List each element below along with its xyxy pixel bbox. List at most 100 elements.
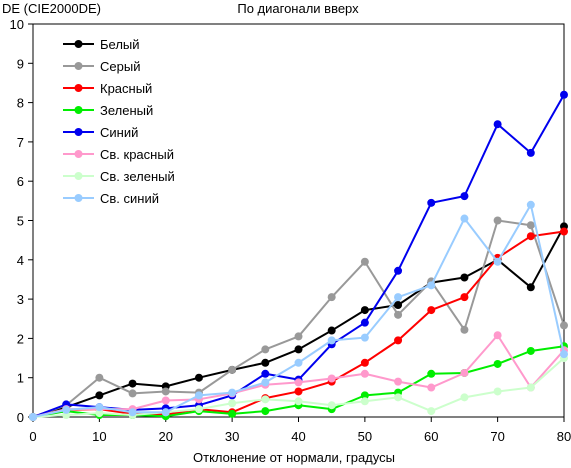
series-8-point xyxy=(560,350,568,359)
series-7-point xyxy=(460,393,469,402)
series-2-point xyxy=(526,221,535,230)
series-1-point xyxy=(294,345,303,354)
y-tick-label: 10 xyxy=(10,17,24,32)
series-7-point xyxy=(194,405,203,414)
y-axis-label: DE (CIE2000DE) xyxy=(2,1,101,16)
y-tick-label: 0 xyxy=(17,410,24,425)
y-tick-label: 3 xyxy=(17,292,24,307)
legend-swatch-marker xyxy=(74,128,83,136)
y-tick-label: 4 xyxy=(17,253,24,268)
series-2-point xyxy=(493,216,502,225)
series-2-point xyxy=(460,325,469,334)
y-tick-label: 7 xyxy=(17,135,24,150)
series-3-point xyxy=(294,387,303,396)
series-layer xyxy=(29,90,568,421)
series-4-point xyxy=(261,407,270,416)
series-2 xyxy=(29,216,568,421)
series-7-point xyxy=(394,393,403,402)
series-5-point xyxy=(560,90,568,99)
x-tick-label: 60 xyxy=(424,429,438,444)
legend-swatch-marker xyxy=(74,194,83,202)
series-1-point xyxy=(95,391,104,400)
series-2-point xyxy=(261,345,270,354)
series-8-point xyxy=(294,358,303,367)
series-1-point xyxy=(460,273,469,282)
legend-item: Красный xyxy=(63,81,152,96)
series-3-point xyxy=(394,336,403,345)
x-tick-label: 70 xyxy=(490,429,504,444)
series-2-point xyxy=(161,387,170,396)
series-8-point xyxy=(493,257,502,266)
series-5-point xyxy=(394,266,403,275)
series-3-point xyxy=(560,227,568,236)
series-7-point xyxy=(294,397,303,406)
series-8-point xyxy=(327,336,336,345)
series-4-point xyxy=(360,391,369,400)
series-7-point xyxy=(360,397,369,406)
x-tick-label: 20 xyxy=(159,429,173,444)
y-tick-label: 1 xyxy=(17,371,24,386)
series-8-point xyxy=(427,281,436,290)
legend-swatch-marker xyxy=(74,84,83,92)
legend-label: Синий xyxy=(100,125,138,140)
legend-item: Синий xyxy=(63,125,138,140)
legend-label: Зеленый xyxy=(100,103,153,118)
series-4-point xyxy=(526,346,535,355)
legend-label: Св. зеленый xyxy=(100,169,175,184)
legend-box xyxy=(59,30,204,210)
series-8-point xyxy=(460,214,469,223)
legend: Белый Серый Красный Зеленый Синий Св. красный… xyxy=(59,30,204,210)
y-tick-label: 8 xyxy=(17,96,24,111)
y-tick-label: 6 xyxy=(17,174,24,189)
series-8-point xyxy=(360,333,369,342)
series-2-point xyxy=(95,373,104,382)
series-5-point xyxy=(460,192,469,201)
series-2-point xyxy=(128,389,137,398)
series-1-point xyxy=(261,358,270,367)
series-7-point xyxy=(261,395,270,404)
series-8-point xyxy=(394,293,403,302)
series-8 xyxy=(29,200,568,421)
legend-swatch-marker xyxy=(74,62,83,70)
legend-item: Св. зеленый xyxy=(63,169,175,184)
series-8-point xyxy=(128,408,137,417)
x-tick-label: 0 xyxy=(29,429,36,444)
legend-swatch-marker xyxy=(74,106,83,114)
legend-label: Серый xyxy=(100,59,140,74)
y-tick-label: 5 xyxy=(17,214,24,229)
series-2-point xyxy=(294,332,303,341)
series-7-point xyxy=(427,407,436,416)
series-1-point xyxy=(526,283,535,292)
series-6-point xyxy=(394,377,403,386)
legend-label: Св. синий xyxy=(100,191,159,206)
series-2-point xyxy=(360,257,369,266)
series-1-point xyxy=(327,326,336,335)
series-8-point xyxy=(161,408,170,417)
series-2-point xyxy=(560,321,568,330)
series-6-point xyxy=(360,369,369,378)
series-7-point xyxy=(493,387,502,396)
x-tick-label: 30 xyxy=(225,429,239,444)
legend-item: Св. красный xyxy=(63,147,174,162)
series-2-point xyxy=(327,293,336,302)
series-1-point xyxy=(360,306,369,315)
series-1-point xyxy=(194,373,203,382)
series-2-point xyxy=(228,365,237,374)
series-5-point xyxy=(427,198,436,207)
legend-item: Белый xyxy=(63,37,140,52)
legend-item: Серый xyxy=(63,59,140,74)
legend-label: Св. красный xyxy=(100,147,174,162)
series-3-point xyxy=(460,293,469,302)
series-5-point xyxy=(493,120,502,129)
series-8-point xyxy=(29,413,37,421)
series-5-point xyxy=(360,318,369,327)
x-tick-label: 80 xyxy=(557,429,571,444)
legend-swatch-marker xyxy=(74,40,83,48)
series-8-point xyxy=(261,378,270,387)
legend-swatch-marker xyxy=(74,150,83,158)
x-tick-label: 40 xyxy=(291,429,305,444)
series-4-point xyxy=(228,409,237,418)
series-6-point xyxy=(327,374,336,383)
legend-label: Красный xyxy=(100,81,152,96)
